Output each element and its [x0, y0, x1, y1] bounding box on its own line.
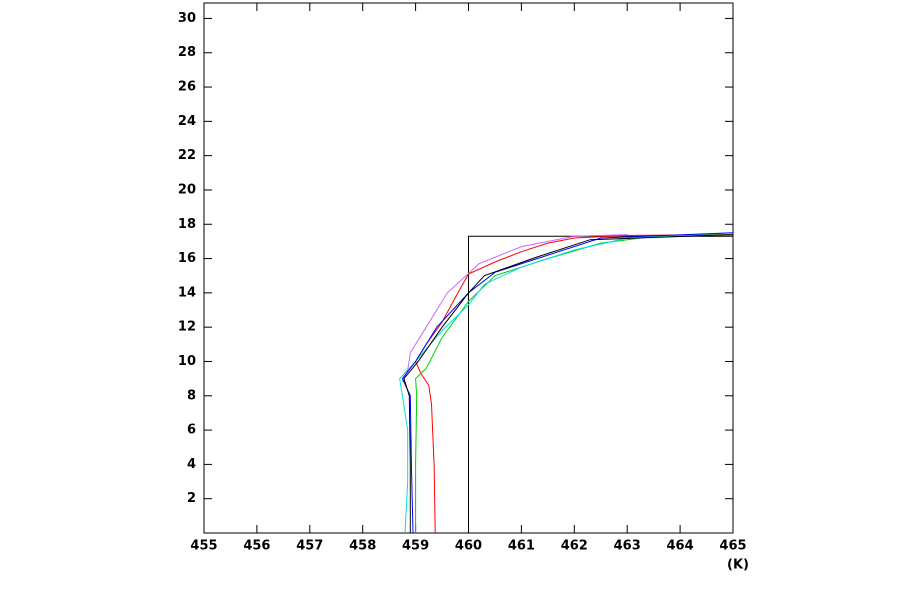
- y-tick-label: 26: [178, 80, 196, 95]
- x-tick-label: 461: [508, 539, 535, 554]
- x-tick-label: 455: [190, 539, 217, 554]
- x-tick-label: 457: [296, 539, 323, 554]
- y-tick-label: 16: [178, 251, 196, 266]
- x-tick-label: 462: [561, 539, 588, 554]
- y-tick-label: 18: [178, 217, 196, 232]
- x-tick-label: 463: [614, 539, 641, 554]
- y-tick-label: 12: [178, 320, 196, 335]
- data-line: [401, 234, 628, 383]
- y-tick-label: 20: [178, 182, 196, 197]
- y-tick-label: 22: [178, 148, 196, 163]
- y-tick-label: 8: [187, 388, 196, 403]
- y-tick-label: 30: [178, 11, 196, 26]
- x-tick-label: 464: [667, 539, 694, 554]
- y-tick-label: 2: [187, 491, 196, 506]
- y-tick-label: 24: [178, 114, 196, 129]
- data-line: [403, 234, 734, 533]
- data-line: [415, 234, 734, 533]
- data-line: [401, 232, 734, 534]
- y-tick-label: 28: [178, 45, 196, 60]
- y-tick-label: 14: [178, 285, 196, 300]
- x-axis-label: (K): [727, 558, 749, 573]
- x-tick-label: 458: [349, 539, 376, 554]
- y-tick-label: 6: [187, 423, 196, 438]
- x-tick-label: 459: [402, 539, 429, 554]
- y-tick-label: 4: [187, 457, 196, 472]
- y-tick-label: 10: [178, 354, 196, 369]
- x-tick-label: 456: [243, 539, 270, 554]
- x-tick-label: 465: [719, 539, 746, 554]
- x-tick-label: 460: [455, 539, 482, 554]
- data-line: [399, 232, 734, 534]
- data-line: [415, 234, 734, 534]
- data-line: [468, 235, 733, 533]
